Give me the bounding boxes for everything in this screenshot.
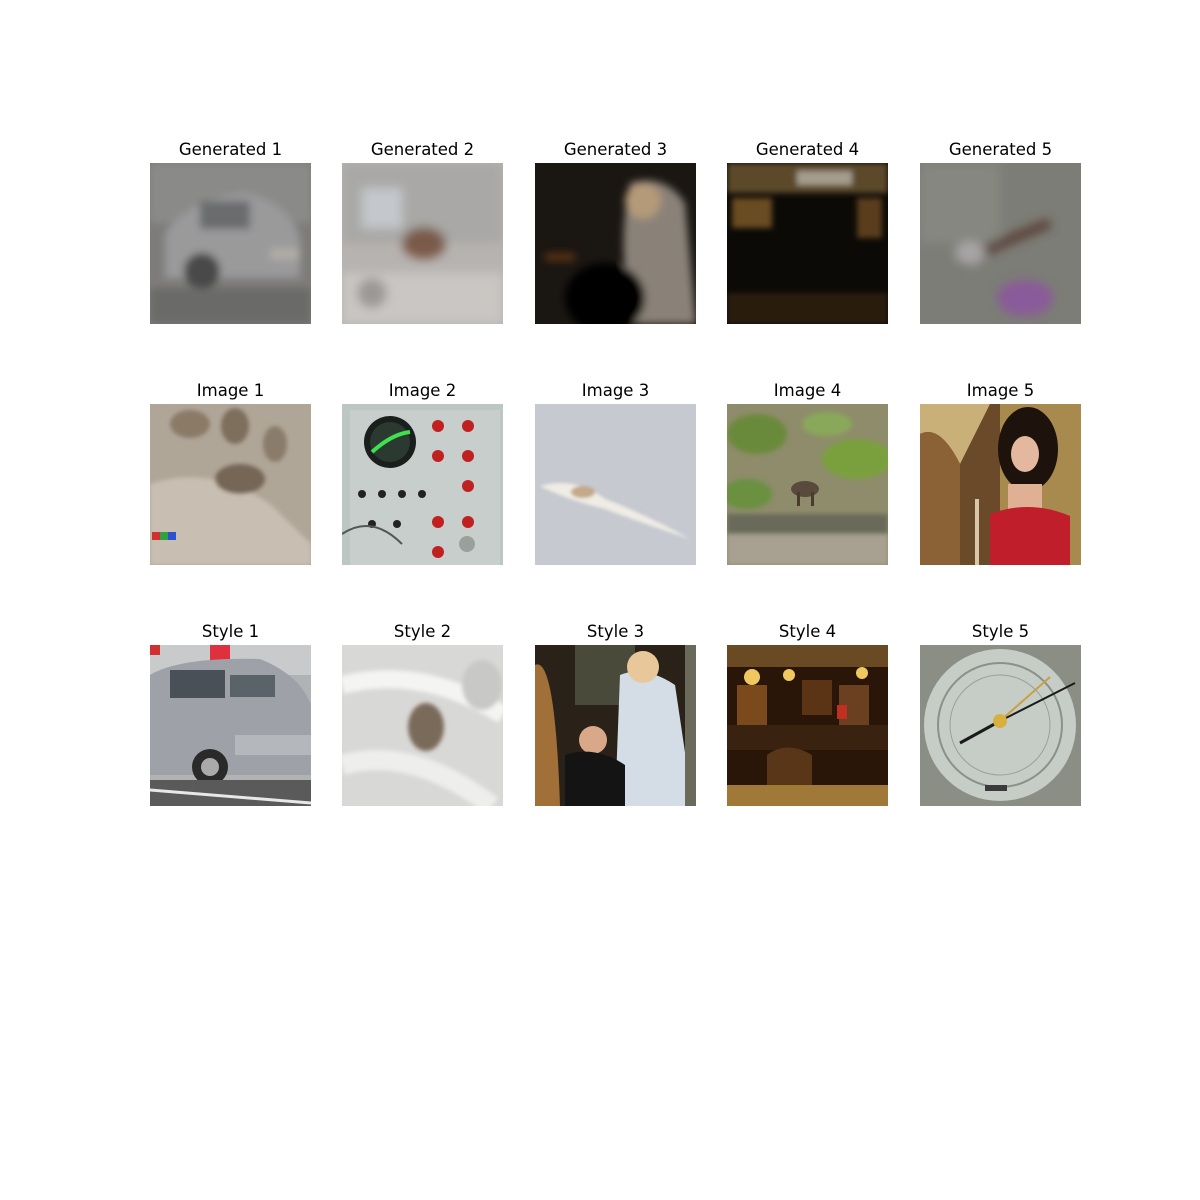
blurry-gray-car-image [150, 163, 311, 324]
animal-on-grassy-hillside-image [727, 404, 888, 565]
white-fur-image [342, 645, 503, 806]
sand-with-footprints-image [150, 404, 311, 565]
cell-title: Image 5 [880, 381, 1121, 401]
cell-title: Generated 5 [880, 140, 1121, 160]
woman-in-red-dress-image [920, 404, 1081, 565]
dark-blurry-interior-image [727, 163, 888, 324]
white-bird-in-flight-image [535, 404, 696, 565]
silver-minivan-image [150, 645, 311, 806]
electronic-control-panel-image [342, 404, 503, 565]
dark-blurry-person-image [535, 163, 696, 324]
blurry-brown-shape-on-white-image [342, 163, 503, 324]
cell-title: Style 5 [880, 622, 1121, 642]
barbershop-interior-image [727, 645, 888, 806]
harp-player-and-woman-image [535, 645, 696, 806]
barometer-dial-image [920, 645, 1081, 806]
blurry-gray-purple-texture-image [920, 163, 1081, 324]
